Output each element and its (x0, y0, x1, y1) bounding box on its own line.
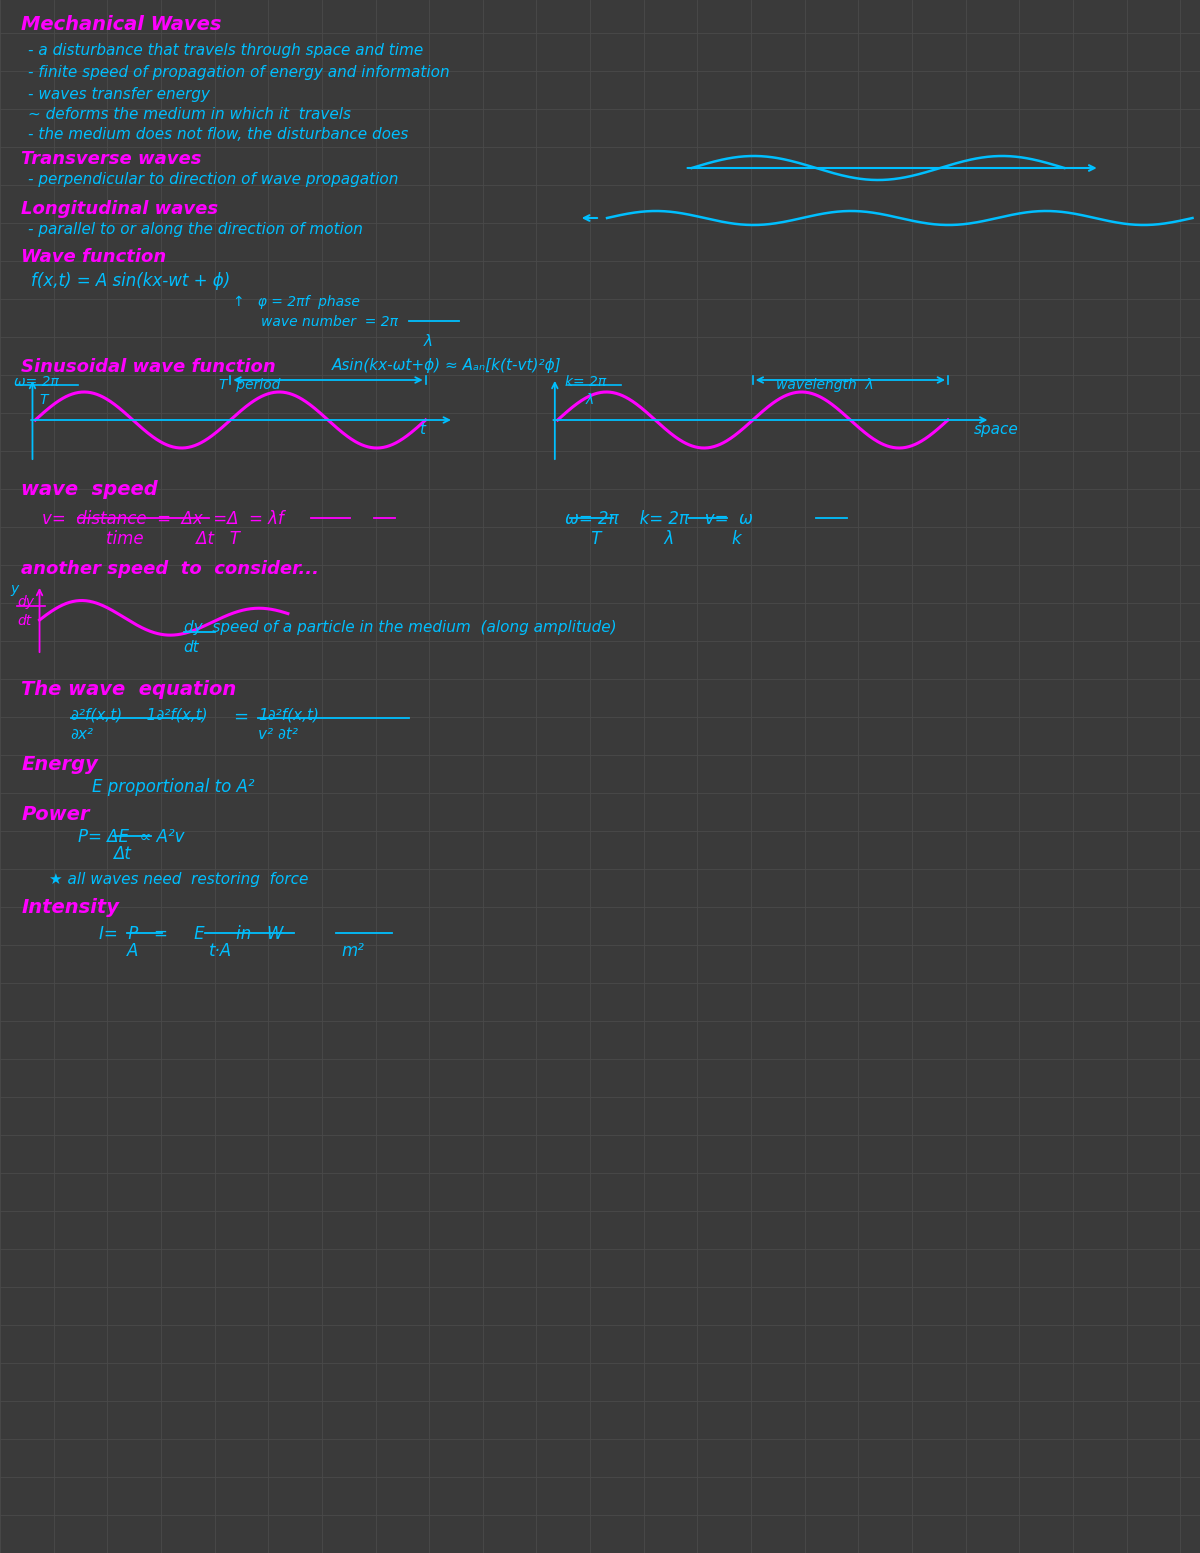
Text: - finite speed of propagation of energy and information: - finite speed of propagation of energy … (29, 65, 450, 81)
Text: Transverse waves: Transverse waves (22, 151, 202, 168)
Text: Sinusoidal wave function: Sinusoidal wave function (22, 359, 276, 376)
Text: E proportional to A²: E proportional to A² (91, 778, 254, 797)
Text: t: t (419, 422, 425, 436)
Text: t·A: t·A (209, 943, 232, 960)
Text: A: A (127, 943, 138, 960)
Text: - a disturbance that travels through space and time: - a disturbance that travels through spa… (29, 43, 424, 57)
Text: I=  P   =     E      in   W: I= P = E in W (98, 926, 283, 943)
Text: 1∂²f(x,t): 1∂²f(x,t) (258, 708, 319, 724)
Text: P= ΔE  ∝ A²v: P= ΔE ∝ A²v (78, 828, 184, 846)
Text: - waves transfer energy: - waves transfer energy (29, 87, 210, 102)
Text: dt: dt (17, 613, 31, 627)
Text: - perpendicular to direction of wave propagation: - perpendicular to direction of wave pro… (29, 172, 398, 186)
Text: y: y (10, 582, 18, 596)
Text: ∂x²: ∂x² (71, 727, 94, 742)
Text: wavelength  λ: wavelength λ (776, 377, 875, 391)
Text: space: space (973, 422, 1018, 436)
Text: =: = (233, 708, 248, 725)
Text: wave  speed: wave speed (22, 480, 158, 499)
Text: time          Δt   T: time Δt T (106, 530, 240, 548)
Text: Δt: Δt (113, 845, 131, 863)
Text: ω= 2π: ω= 2π (14, 374, 59, 388)
Text: ∂²f(x,t)     1∂²f(x,t): ∂²f(x,t) 1∂²f(x,t) (71, 708, 208, 724)
Text: λ: λ (586, 393, 594, 407)
Text: The wave  equation: The wave equation (22, 680, 236, 699)
Text: T: T (40, 393, 48, 407)
Text: λ: λ (424, 334, 432, 349)
Text: v=  distance  =  Δx  =Δ  = λf: v= distance = Δx =Δ = λf (42, 509, 284, 528)
Text: v² ∂t²: v² ∂t² (258, 727, 299, 742)
Text: Longitudinal waves: Longitudinal waves (22, 200, 218, 217)
Text: ~ deforms the medium in which it  travels: ~ deforms the medium in which it travels (29, 107, 352, 123)
Text: dy  speed of a particle in the medium  (along amplitude): dy speed of a particle in the medium (al… (184, 620, 616, 635)
Text: ω= 2π    k= 2π   v=  ω: ω= 2π k= 2π v= ω (565, 509, 752, 528)
Text: k= 2π: k= 2π (565, 374, 606, 388)
Text: Asin(kx-ωt+ϕ) ≈ Aₐₙ[k(t-vt)²ϕ]: Asin(kx-ωt+ϕ) ≈ Aₐₙ[k(t-vt)²ϕ] (331, 359, 562, 373)
Text: dy: dy (17, 595, 34, 609)
Text: Intensity: Intensity (22, 898, 119, 916)
Text: another speed  to  consider...: another speed to consider... (22, 561, 319, 578)
Text: - parallel to or along the direction of motion: - parallel to or along the direction of … (29, 222, 364, 238)
Text: Mechanical Waves: Mechanical Waves (22, 16, 222, 34)
Text: Wave function: Wave function (22, 248, 167, 266)
Text: Power: Power (22, 804, 90, 825)
Text: m²: m² (342, 943, 365, 960)
Text: T  period: T period (218, 377, 280, 391)
Text: T            λ           k: T λ k (586, 530, 742, 548)
Text: - the medium does not flow, the disturbance does: - the medium does not flow, the disturba… (29, 127, 409, 141)
Text: ↑   φ = 2πf  phase: ↑ φ = 2πf phase (233, 295, 360, 309)
Text: dt: dt (184, 640, 199, 655)
Text: f(x,t) = A sin(kx-wt + ϕ): f(x,t) = A sin(kx-wt + ϕ) (31, 272, 230, 290)
Text: Energy: Energy (22, 755, 98, 773)
Text: wave number  = 2π: wave number = 2π (262, 315, 398, 329)
Text: ★ all waves need  restoring  force: ★ all waves need restoring force (49, 871, 308, 887)
